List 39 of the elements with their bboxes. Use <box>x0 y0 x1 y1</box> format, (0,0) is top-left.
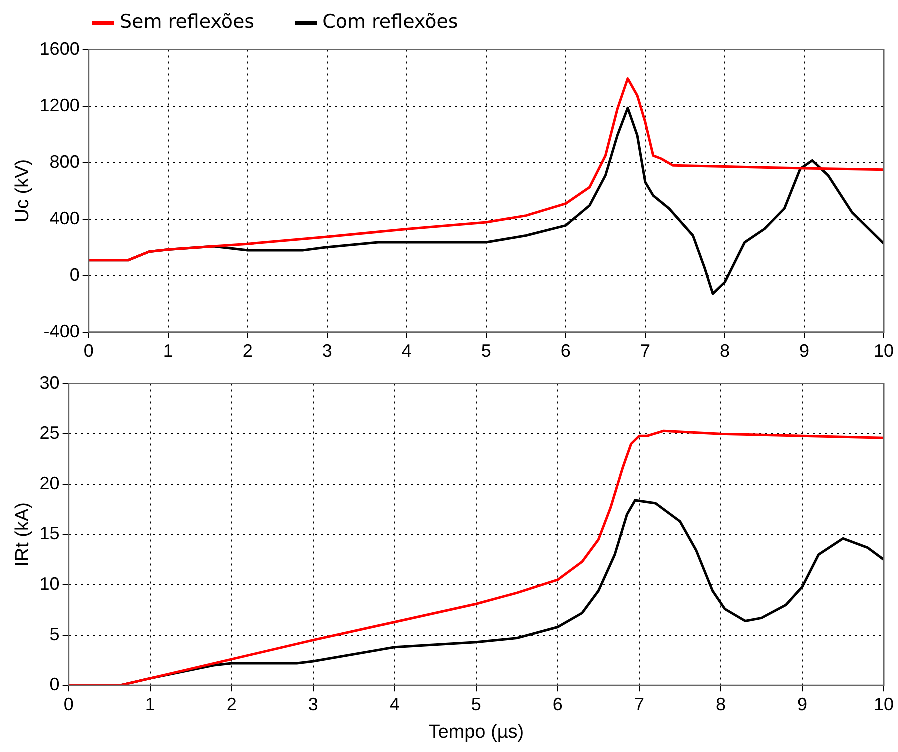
x-tick-label: 0 <box>84 341 94 362</box>
y-axis-title: IRt (kA) <box>12 502 34 567</box>
x-axis-title: Tempo (µs) <box>428 722 524 743</box>
y-axis-title: Uc (kV) <box>12 159 34 223</box>
y-tick-label: 20 <box>40 473 60 494</box>
x-tick-label: 8 <box>720 341 730 362</box>
x-tick-label: 5 <box>471 694 482 714</box>
y-tick-label: 30 <box>40 372 60 393</box>
y-tick-label: 800 <box>50 152 80 172</box>
y-tick-label: 1600 <box>40 38 80 59</box>
x-tick-label: 10 <box>874 341 894 362</box>
x-tick-label: 2 <box>242 341 253 362</box>
y-tick-label: 1200 <box>40 95 80 116</box>
x-tick-label: 4 <box>390 694 400 714</box>
x-tick-label: 1 <box>145 694 156 714</box>
x-tick-label: 7 <box>634 694 644 714</box>
y-tick-label: 5 <box>50 624 60 644</box>
x-tick-label: 3 <box>308 694 318 714</box>
x-tick-label: 1 <box>163 341 174 362</box>
x-tick-label: 10 <box>874 694 894 714</box>
x-tick-label: 9 <box>797 694 808 714</box>
x-tick-label: 8 <box>716 694 726 714</box>
x-tick-label: 6 <box>552 694 563 714</box>
x-tick-label: 4 <box>402 341 412 362</box>
y-tick-label: 10 <box>40 574 60 594</box>
y-tick-label: 0 <box>50 674 60 695</box>
x-tick-label: 6 <box>560 341 571 362</box>
x-tick-label: 5 <box>481 341 492 362</box>
y-tick-label: 400 <box>50 208 80 228</box>
y-tick-label: 15 <box>40 524 60 544</box>
y-tick-label: 0 <box>70 264 80 285</box>
x-tick-label: 3 <box>322 341 332 362</box>
x-tick-label: 9 <box>799 341 810 362</box>
legend-label: Sem reflexões <box>119 11 255 33</box>
x-tick-label: 2 <box>226 694 237 714</box>
legend-label: Com reflexões <box>322 11 458 33</box>
x-tick-label: 7 <box>640 341 650 362</box>
y-tick-label: 25 <box>40 423 60 444</box>
y-tick-label: -400 <box>44 321 80 342</box>
